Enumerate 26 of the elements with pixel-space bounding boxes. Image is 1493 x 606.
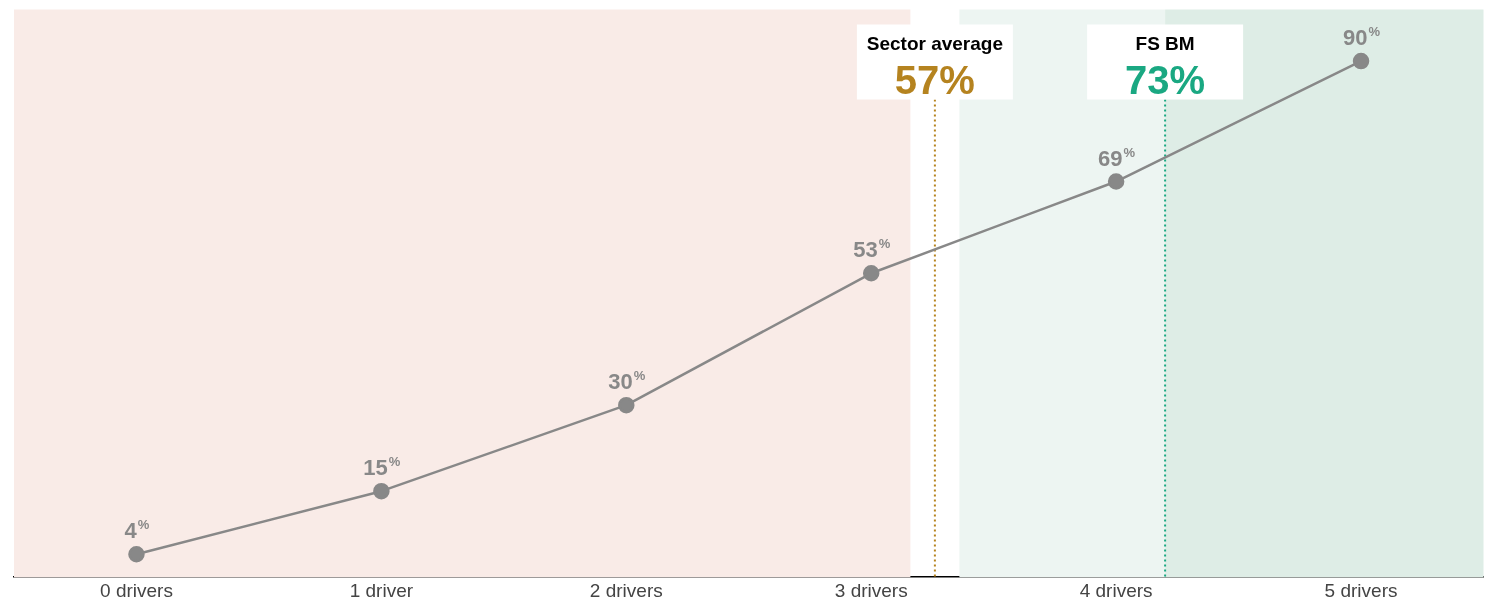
text: % [388, 454, 401, 470]
x-tick-label: 0 drivers [100, 579, 173, 601]
data-label: 90 [1343, 25, 1368, 51]
ref-line-label: Sector average 57% [866, 32, 1004, 102]
x-tick-label: 5 drivers [1324, 579, 1398, 601]
text: % [633, 368, 646, 384]
x-tick-label: 4 drivers [1079, 579, 1153, 601]
data-label: 15 [363, 455, 388, 481]
point [618, 396, 635, 414]
text: % [137, 517, 150, 533]
text: % [1368, 24, 1381, 40]
data-label: 69 [1098, 145, 1123, 171]
ref-line-label: FS BM 73% [1125, 32, 1206, 102]
data-label: 53 [853, 237, 878, 263]
point [1352, 52, 1370, 70]
data-label: 30 [608, 369, 633, 395]
point [862, 265, 880, 282]
point [1107, 173, 1125, 190]
x-tick-label: 2 drivers [589, 579, 663, 601]
x-tick-label: 1 driver [349, 579, 414, 601]
text: % [1123, 144, 1136, 160]
point [373, 482, 390, 500]
data-label: 4 [124, 518, 138, 544]
point [128, 546, 145, 563]
x-tick-label: 3 drivers [834, 579, 908, 601]
text: % [878, 236, 891, 252]
